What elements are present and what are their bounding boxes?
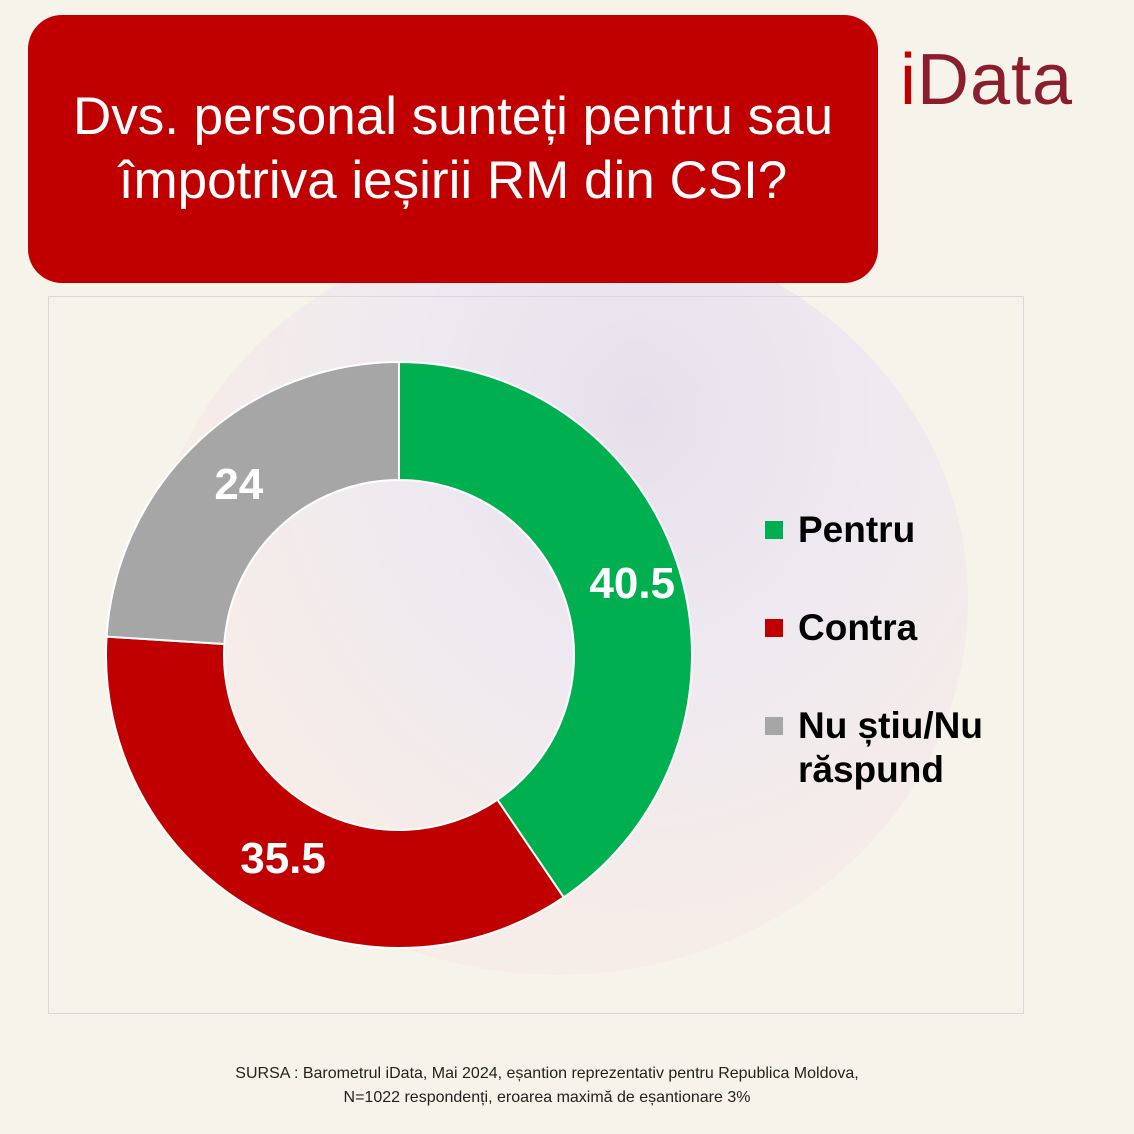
legend-swatch-contra — [765, 619, 783, 637]
legend-label-nu-stiu: Nu știu/Nu răspund — [798, 705, 983, 790]
source-line-2: N=1022 respondenți, eroarea maximă de eș… — [343, 1089, 751, 1106]
donut-slice-nu-stiu — [105, 360, 400, 646]
source-line-1: SURSA : Barometrul iData, Mai 2024, eșan… — [235, 1065, 859, 1082]
logo-letter-i: i — [900, 40, 917, 120]
legend-label-contra: Contra — [798, 607, 918, 648]
title-banner: Dvs. personal sunteți pentru sau împotri… — [28, 15, 878, 283]
data-label-contra: 35.5 — [240, 834, 326, 883]
donut-slice-contra — [105, 635, 566, 949]
legend-swatch-pentru — [765, 521, 783, 539]
logo-text: Data — [917, 40, 1074, 120]
chart-title: Dvs. personal sunteți pentru sau împotri… — [72, 87, 834, 210]
legend-label-pentru: Pentru — [798, 509, 916, 550]
idata-logo: iData — [900, 35, 1073, 125]
chart-frame — [48, 296, 1024, 1014]
donut-slice-pentru — [398, 360, 693, 899]
legend-item-contra: Contra — [765, 606, 1065, 650]
legend-item-pentru: Pentru — [765, 508, 1065, 552]
source-note: SURSA : Barometrul iData, Mai 2024, eșan… — [0, 1062, 1094, 1110]
legend-swatch-nu-stiu — [765, 717, 783, 735]
data-label-pentru: 40.5 — [589, 559, 675, 608]
chart-legend: Pentru Contra Nu știu/Nu răspund — [765, 508, 1065, 846]
legend-item-nu-stiu: Nu știu/Nu răspund — [765, 704, 1065, 792]
data-label-nu-stiu: 24 — [214, 460, 263, 509]
